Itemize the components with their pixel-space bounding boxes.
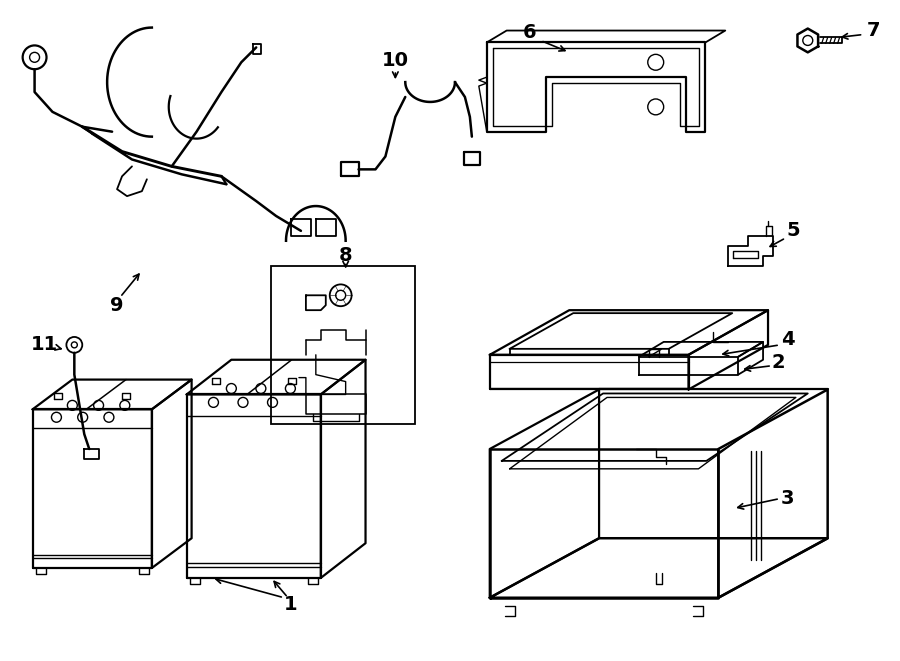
Text: 2: 2 (771, 353, 785, 372)
Text: 8: 8 (338, 246, 353, 265)
Bar (271, 266, 415, 424)
Text: 6: 6 (523, 23, 536, 42)
Text: 9: 9 (111, 295, 124, 315)
Text: 11: 11 (31, 335, 58, 354)
Text: 7: 7 (867, 21, 880, 40)
Text: 1: 1 (284, 595, 298, 614)
Text: 3: 3 (781, 489, 795, 508)
Text: 5: 5 (786, 221, 800, 241)
Text: 4: 4 (781, 330, 795, 350)
Text: 10: 10 (382, 51, 409, 70)
